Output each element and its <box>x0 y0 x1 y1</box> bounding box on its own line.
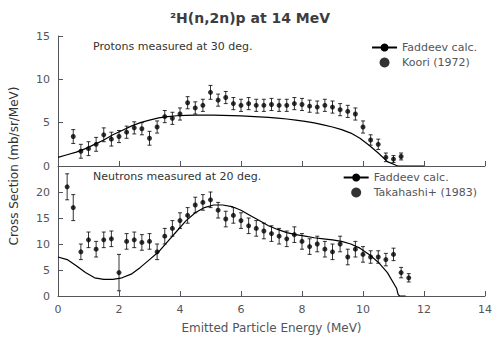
svg-text:15: 15 <box>36 30 50 43</box>
svg-text:Koori (1972): Koori (1972) <box>402 56 470 69</box>
svg-text:Faddeev calc.: Faddeev calc. <box>402 41 477 54</box>
svg-text:10: 10 <box>36 73 50 86</box>
svg-text:6: 6 <box>238 303 245 316</box>
svg-text:Neutrons measured at 20 deg.: Neutrons measured at 20 deg. <box>93 170 261 183</box>
svg-text:8: 8 <box>299 303 306 316</box>
svg-text:5: 5 <box>43 116 50 129</box>
svg-text:Takahashi+ (1983): Takahashi+ (1983) <box>373 186 477 199</box>
svg-text:4: 4 <box>177 303 184 316</box>
svg-text:14: 14 <box>478 303 492 316</box>
svg-text:²H(n,2n)p at 14 MeV: ²H(n,2n)p at 14 MeV <box>170 10 330 26</box>
svg-text:Emitted Particle Energy (MeV): Emitted Particle Energy (MeV) <box>181 321 361 335</box>
svg-text:0: 0 <box>43 160 50 173</box>
svg-text:0: 0 <box>55 303 62 316</box>
svg-text:Cross Section (mb/sr/MeV): Cross Section (mb/sr/MeV) <box>7 87 21 246</box>
svg-text:10: 10 <box>36 238 50 251</box>
svg-text:15: 15 <box>36 212 50 225</box>
svg-text:Faddeev calc.: Faddeev calc. <box>374 171 449 184</box>
svg-text:5: 5 <box>43 264 50 277</box>
svg-text:20: 20 <box>36 186 50 199</box>
svg-text:2: 2 <box>116 303 123 316</box>
svg-text:10: 10 <box>356 303 370 316</box>
svg-text:12: 12 <box>417 303 431 316</box>
svg-text:0: 0 <box>43 290 50 303</box>
svg-text:Protons measured at 30 deg.: Protons measured at 30 deg. <box>93 40 252 53</box>
